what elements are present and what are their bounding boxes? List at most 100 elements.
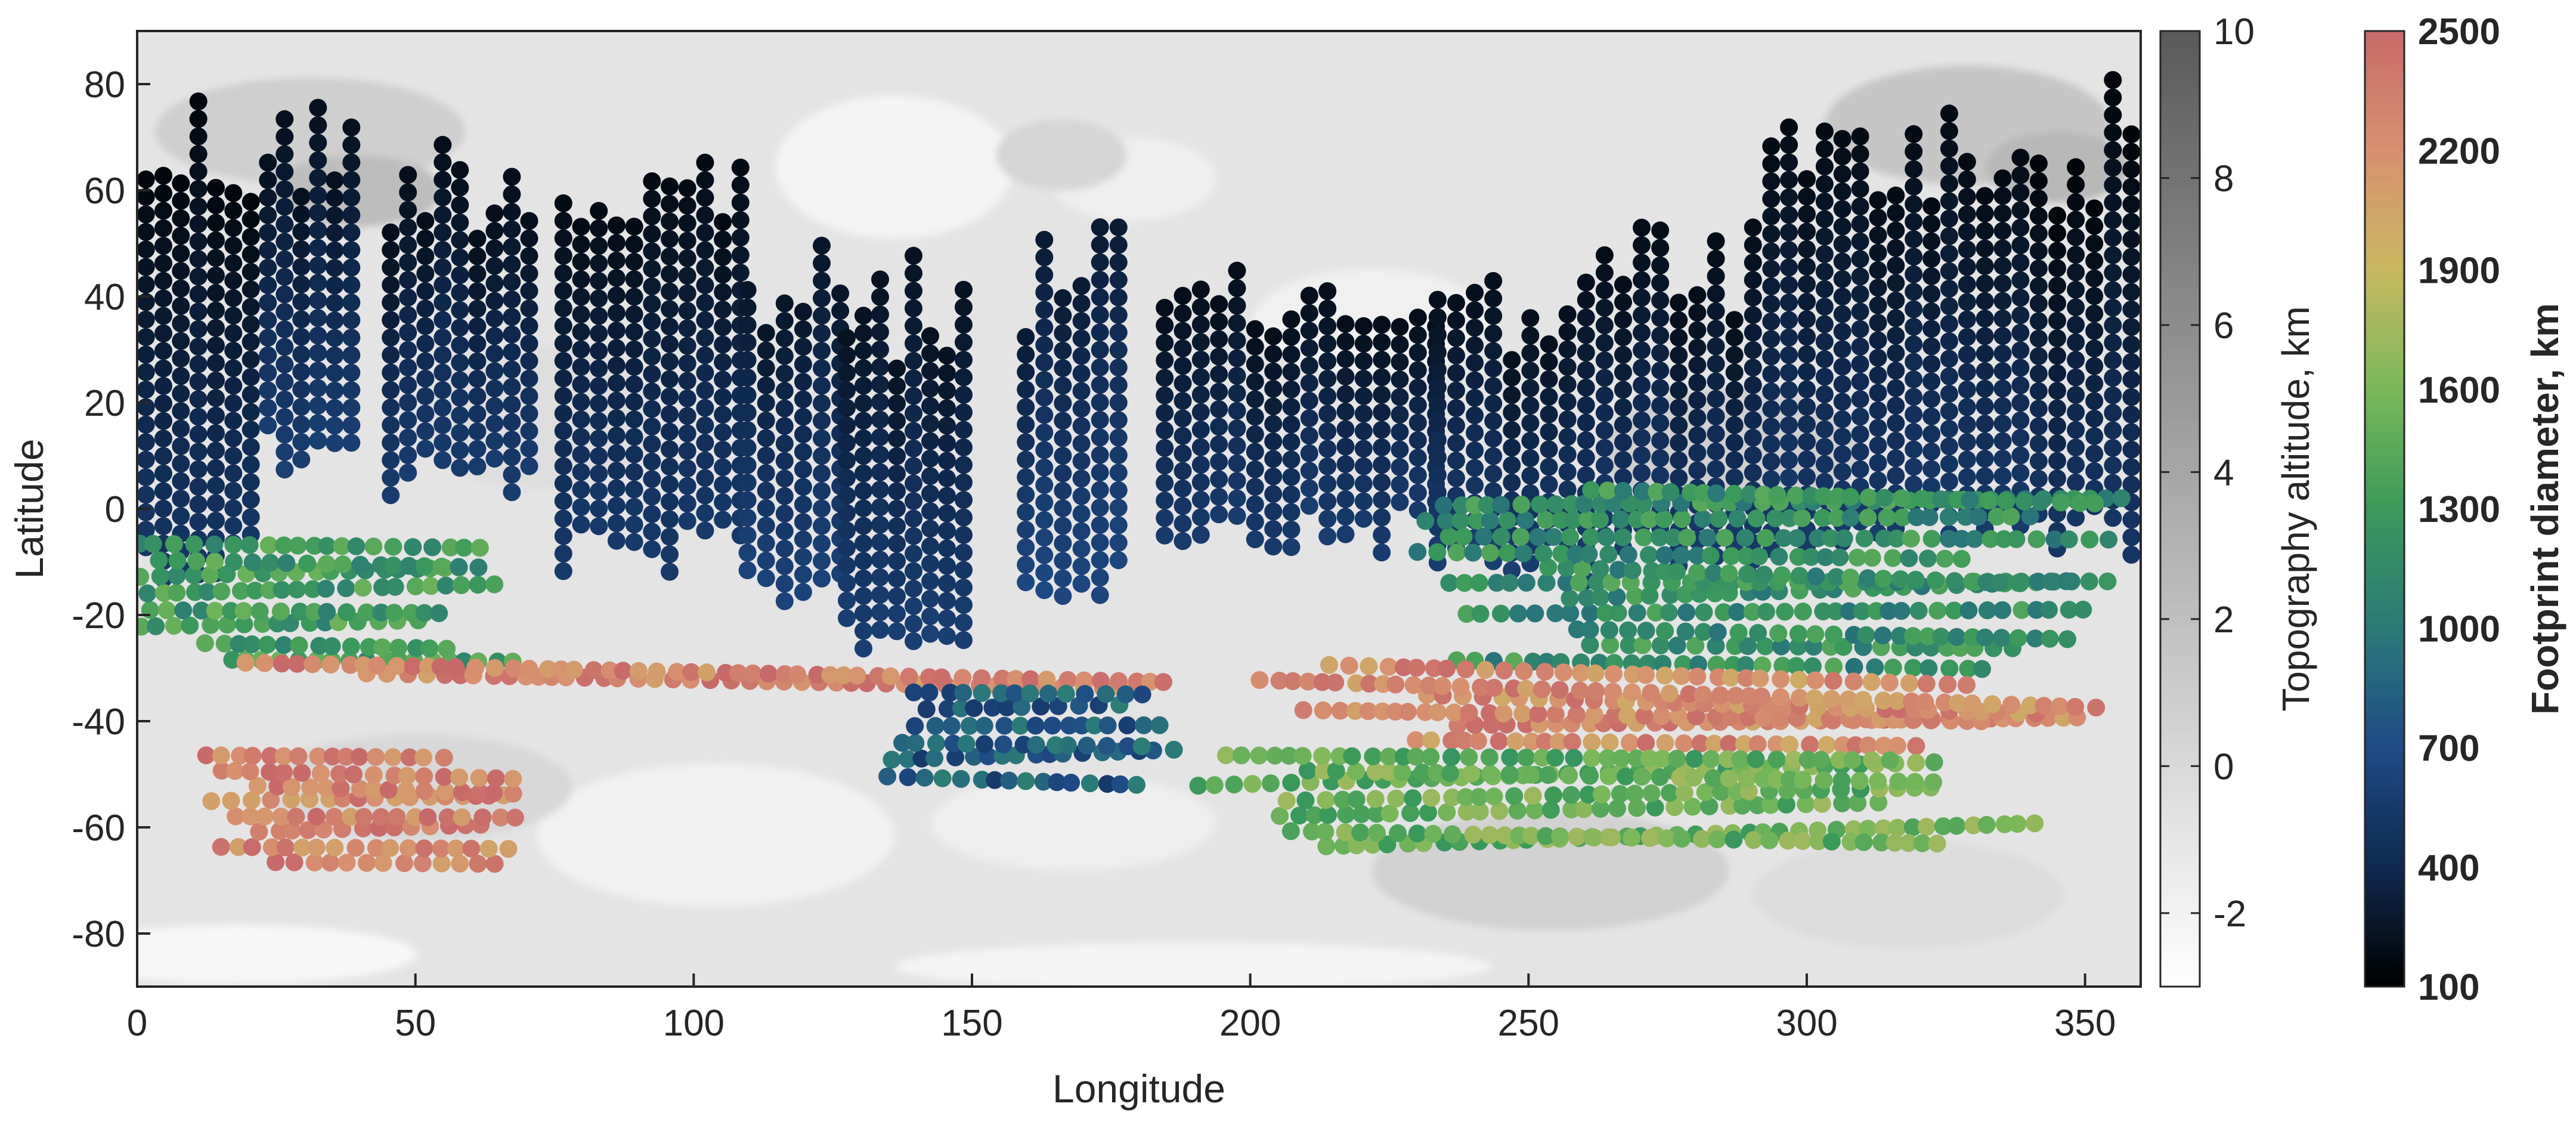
observation-point	[2100, 530, 2118, 549]
observation-point	[1833, 217, 1852, 236]
observation-point	[1940, 209, 1958, 228]
observation-point	[2067, 175, 2085, 194]
observation-point	[1517, 573, 1535, 592]
observation-point	[416, 404, 435, 423]
observation-point	[451, 231, 469, 249]
observation-point	[2098, 572, 2117, 591]
observation-point	[309, 239, 327, 257]
y-tick-label: 40	[84, 277, 125, 318]
observation-point	[738, 474, 757, 492]
observation-point	[212, 746, 230, 765]
observation-point	[1958, 363, 1976, 381]
observation-point	[1940, 297, 1958, 316]
observation-point	[1282, 363, 1301, 381]
observation-point	[309, 151, 327, 169]
observation-point	[1956, 508, 1975, 526]
observation-point	[1725, 328, 1744, 347]
observation-point	[382, 451, 400, 469]
observation-point	[1857, 626, 1875, 644]
observation-point	[1466, 389, 1484, 407]
observation-point	[1922, 530, 1941, 548]
observation-point	[1282, 380, 1301, 398]
observation-point	[414, 748, 432, 767]
observation-point	[1534, 545, 1553, 562]
observation-point	[1869, 772, 1887, 790]
observation-point	[1767, 750, 1786, 769]
observation-point	[2080, 572, 2098, 591]
observation-point	[1391, 406, 1409, 424]
observation-point	[1822, 529, 1840, 548]
observation-point	[434, 258, 452, 277]
observation-point	[813, 534, 831, 553]
observation-point	[938, 399, 956, 418]
observation-point	[1869, 243, 1887, 262]
observation-point	[451, 854, 469, 873]
observation-point	[1815, 438, 1834, 456]
observation-point	[1798, 170, 1816, 188]
observation-point	[757, 429, 775, 447]
observation-point	[1191, 385, 1210, 404]
observation-point	[1620, 636, 1638, 654]
observation-point	[1976, 628, 1994, 647]
observation-point	[1780, 381, 1798, 399]
observation-point	[1815, 385, 1834, 403]
observation-point	[283, 821, 301, 840]
observation-point	[905, 457, 922, 475]
observation-point	[1280, 747, 1298, 765]
observation-point	[1447, 311, 1465, 330]
observation-point	[1830, 751, 1849, 769]
observation-point	[1595, 386, 1614, 404]
observation-point	[714, 353, 732, 372]
observation-point	[1591, 560, 1609, 579]
observation-point	[301, 778, 320, 797]
observation-point	[1347, 790, 1366, 809]
observation-point	[973, 684, 991, 702]
observation-point	[268, 777, 287, 796]
observation-point	[1744, 831, 1763, 849]
observation-point	[224, 202, 243, 220]
observation-point	[1109, 218, 1128, 237]
observation-point	[696, 276, 714, 295]
observation-point	[2011, 218, 2030, 237]
observation-point	[1802, 548, 1820, 566]
observation-point	[1191, 456, 1210, 474]
observation-point	[1373, 526, 1391, 544]
observation-point	[1174, 532, 1192, 551]
observation-point	[678, 389, 696, 407]
observation-point	[2032, 493, 2049, 511]
observation-point	[1815, 455, 1834, 474]
observation-point	[1109, 358, 1128, 377]
observation-point	[938, 452, 956, 470]
observation-point	[1672, 546, 1690, 564]
observation-point	[678, 512, 696, 530]
observation-point	[775, 399, 794, 418]
observation-point	[1017, 521, 1035, 539]
observation-point	[207, 249, 225, 267]
observation-point	[154, 429, 172, 448]
observation-point	[2052, 493, 2070, 512]
observation-point	[1652, 707, 1671, 725]
observation-point	[1952, 530, 1971, 548]
observation-point	[172, 472, 190, 490]
observation-point	[1343, 747, 1361, 765]
observation-point	[831, 302, 850, 320]
observation-point	[2035, 697, 2053, 715]
observation-point	[364, 766, 383, 784]
observation-point	[678, 442, 696, 460]
observation-point	[292, 380, 311, 398]
observation-point	[326, 206, 344, 225]
observation-point	[321, 656, 340, 674]
observation-point	[242, 262, 260, 281]
observation-point	[261, 747, 280, 765]
observation-point	[468, 457, 487, 475]
observation-point	[738, 403, 757, 422]
observation-point	[1581, 604, 1599, 622]
observation-point	[1816, 548, 1835, 567]
observation-point	[275, 425, 294, 444]
observation-point	[1874, 819, 1893, 837]
observation-point	[1318, 527, 1337, 546]
observation-point	[1373, 316, 1391, 334]
observation-point	[137, 170, 155, 188]
observation-point	[1798, 380, 1816, 398]
observation-point	[226, 762, 244, 780]
